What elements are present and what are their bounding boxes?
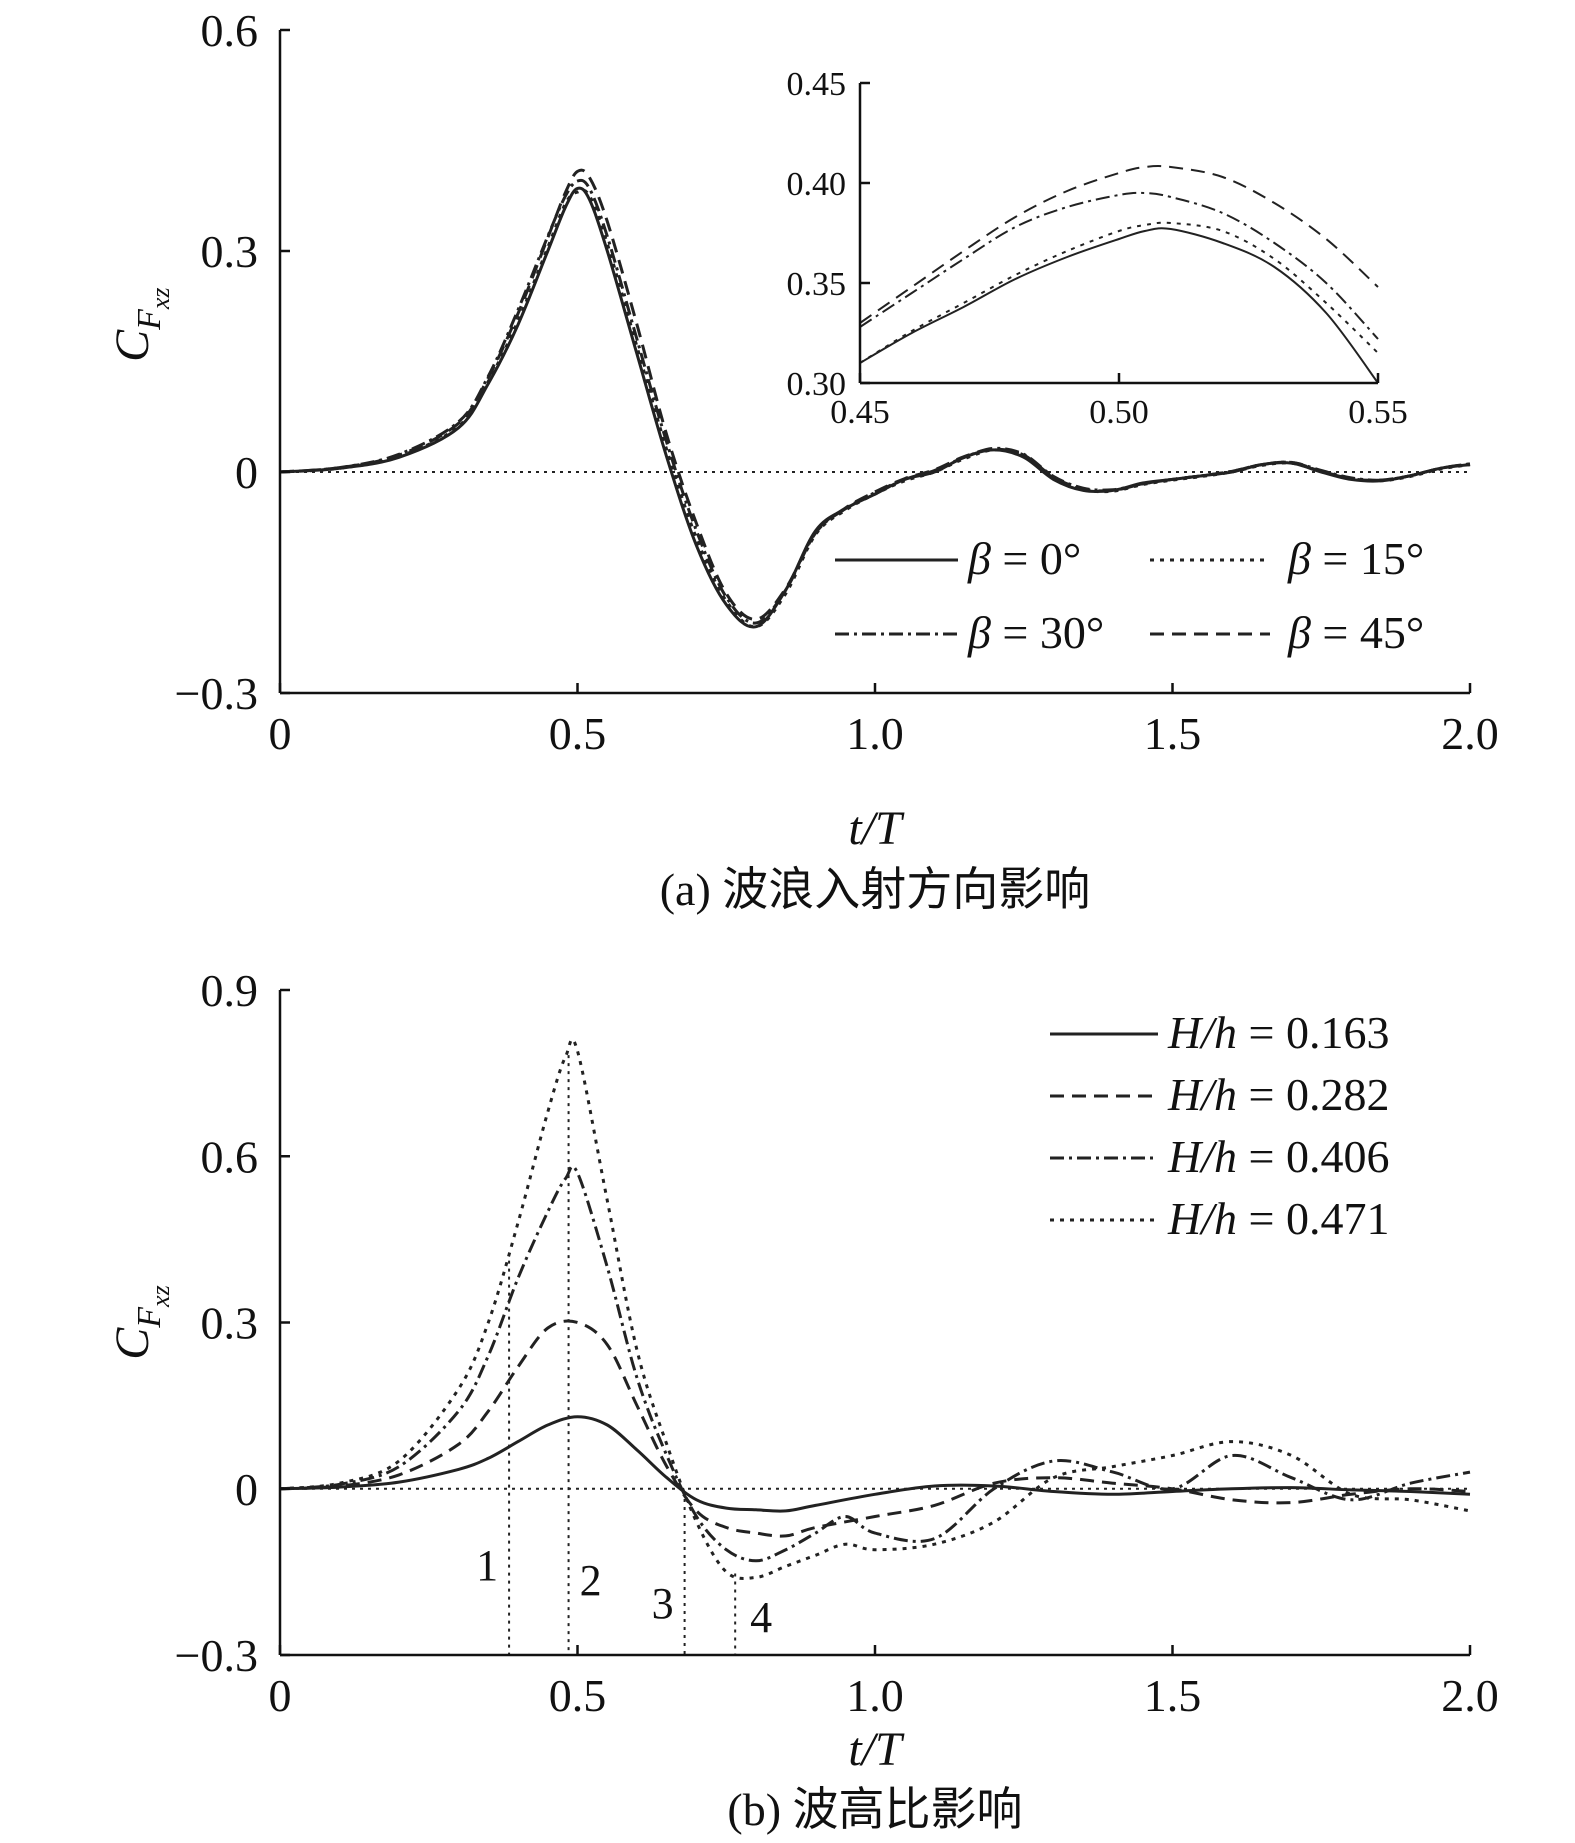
chart-b-legend-label-2: H/h = 0.406 (1167, 1131, 1389, 1182)
chart-a-legend-label-0: β = 0° (967, 533, 1081, 584)
chart-b-legend: H/h = 0.163 H/h = 0.282 H/h = 0.406 H/h = 0… (1050, 1007, 1389, 1244)
chart-b-axes: 0 0.5 1.0 1.5 2.0−0.300.30.60.9 (175, 965, 1499, 1721)
inset-x-tick-label: 0.55 (1348, 394, 1408, 431)
y-label-sub: F (131, 1306, 168, 1329)
chart-a-x-tick-label: 0 (269, 708, 292, 759)
chart-b-x-tick-label: 0 (269, 1670, 292, 1721)
chart-b-caption: (b) 波高比影响 (727, 1784, 1022, 1835)
chart-a-series-line-2 (279, 178, 1471, 625)
chart-a-y-axis-label: CFxz (106, 287, 175, 361)
chart-b-y-tick-label: 0 (235, 1464, 258, 1515)
chart-a-series-line-1 (279, 188, 1471, 629)
chart-a-x-axis-label: t/T (848, 802, 905, 855)
chart-b-series-line-0 (279, 1415, 1471, 1513)
chart-b-series-line-3 (279, 1037, 1471, 1580)
chart-a-y-tick-label: −0.3 (175, 668, 258, 719)
chart-a-caption: (a) 波浪入射方向影响 (660, 864, 1091, 915)
chart-a-legend-label-1: β = 15° (1287, 533, 1424, 584)
inset-y-tick-label: 0.40 (787, 166, 847, 203)
chart-b-marker-label-2: 2 (580, 1556, 602, 1605)
chart-b-legend-label-1: H/h = 0.282 (1167, 1069, 1389, 1120)
chart-b-series-line-1 (279, 1319, 1471, 1538)
inset-series-line-0 (859, 227, 1379, 384)
chart-b-marker-label-1: 1 (476, 1541, 498, 1590)
y-label-main: C (106, 329, 159, 362)
chart-b-y-axis-label: CFxz (106, 1285, 175, 1359)
inset-series-line-1 (859, 221, 1379, 364)
chart-a-axes: 0 0.5 1.0 1.5 2.0−0.300.30.6 (175, 5, 1499, 759)
chart-b-legend-label-3: H/h = 0.471 (1167, 1193, 1389, 1244)
chart-b-y-tick-label: 0.9 (201, 965, 259, 1016)
chart-b-x-tick-label: 2.0 (1441, 1670, 1499, 1721)
chart-b-y-tick-label: 0.3 (201, 1298, 259, 1349)
chart-a-inset: 0.45 0.50 0.55 0.30 0.35 0.40 0.45 (787, 66, 1408, 431)
chart-b-y-tick-label: −0.3 (175, 1630, 258, 1681)
chart-a-y-tick-label: 0.3 (201, 226, 259, 277)
inset-x-tick-label: 0.50 (1089, 394, 1149, 431)
chart-a-series-group (279, 168, 1471, 629)
chart-b-series-group (279, 1037, 1471, 1580)
chart-a-legend: β = 0° β = 15° β = 30° β = 45° (835, 533, 1424, 658)
inset-series-line-2 (859, 191, 1379, 340)
chart-a-x-tick-label: 0.5 (549, 708, 607, 759)
chart-a-y-tick-label: 0.6 (201, 5, 259, 56)
chart-a-y-tick-label: 0 (235, 447, 258, 498)
chart-a-x-tick-label: 2.0 (1441, 708, 1499, 759)
chart-a-legend-label-2: β = 30° (967, 607, 1104, 658)
chart-b-legend-label-0: H/h = 0.163 (1167, 1007, 1389, 1058)
chart-b-markers: 1 2 3 4 (476, 1055, 772, 1655)
y-label-sub: F (131, 308, 168, 331)
chart-b-x-axis-label: t/T (848, 1723, 905, 1776)
chart-b-marker-label-3: 3 (652, 1579, 674, 1628)
chart-a-x-tick-label: 1.0 (846, 708, 904, 759)
chart-a-legend-label-3: β = 45° (1287, 607, 1424, 658)
inset-y-tick-label: 0.30 (787, 366, 847, 403)
y-label-main: C (106, 1327, 159, 1360)
chart-b-x-tick-label: 1.0 (846, 1670, 904, 1721)
chart-a-x-tick-label: 1.5 (1144, 708, 1202, 759)
y-label-subsub: xz (146, 1285, 175, 1308)
inset-x-tick-label: 0.45 (830, 394, 890, 431)
chart-b-marker-label-4: 4 (750, 1593, 772, 1642)
chart-a: 0 0.5 1.0 1.5 2.0−0.300.30.6 0.45 0.50 0.550.3… (106, 5, 1499, 915)
chart-b-x-tick-label: 0.5 (549, 1670, 607, 1721)
inset-series-line-3 (859, 164, 1379, 324)
inset-y-tick-label: 0.45 (787, 66, 847, 103)
chart-b-y-tick-label: 0.6 (201, 1131, 259, 1182)
chart-b-x-tick-label: 1.5 (1144, 1670, 1202, 1721)
inset-y-tick-label: 0.35 (787, 266, 847, 303)
inset-background (860, 83, 1378, 383)
y-label-subsub: xz (146, 287, 175, 310)
